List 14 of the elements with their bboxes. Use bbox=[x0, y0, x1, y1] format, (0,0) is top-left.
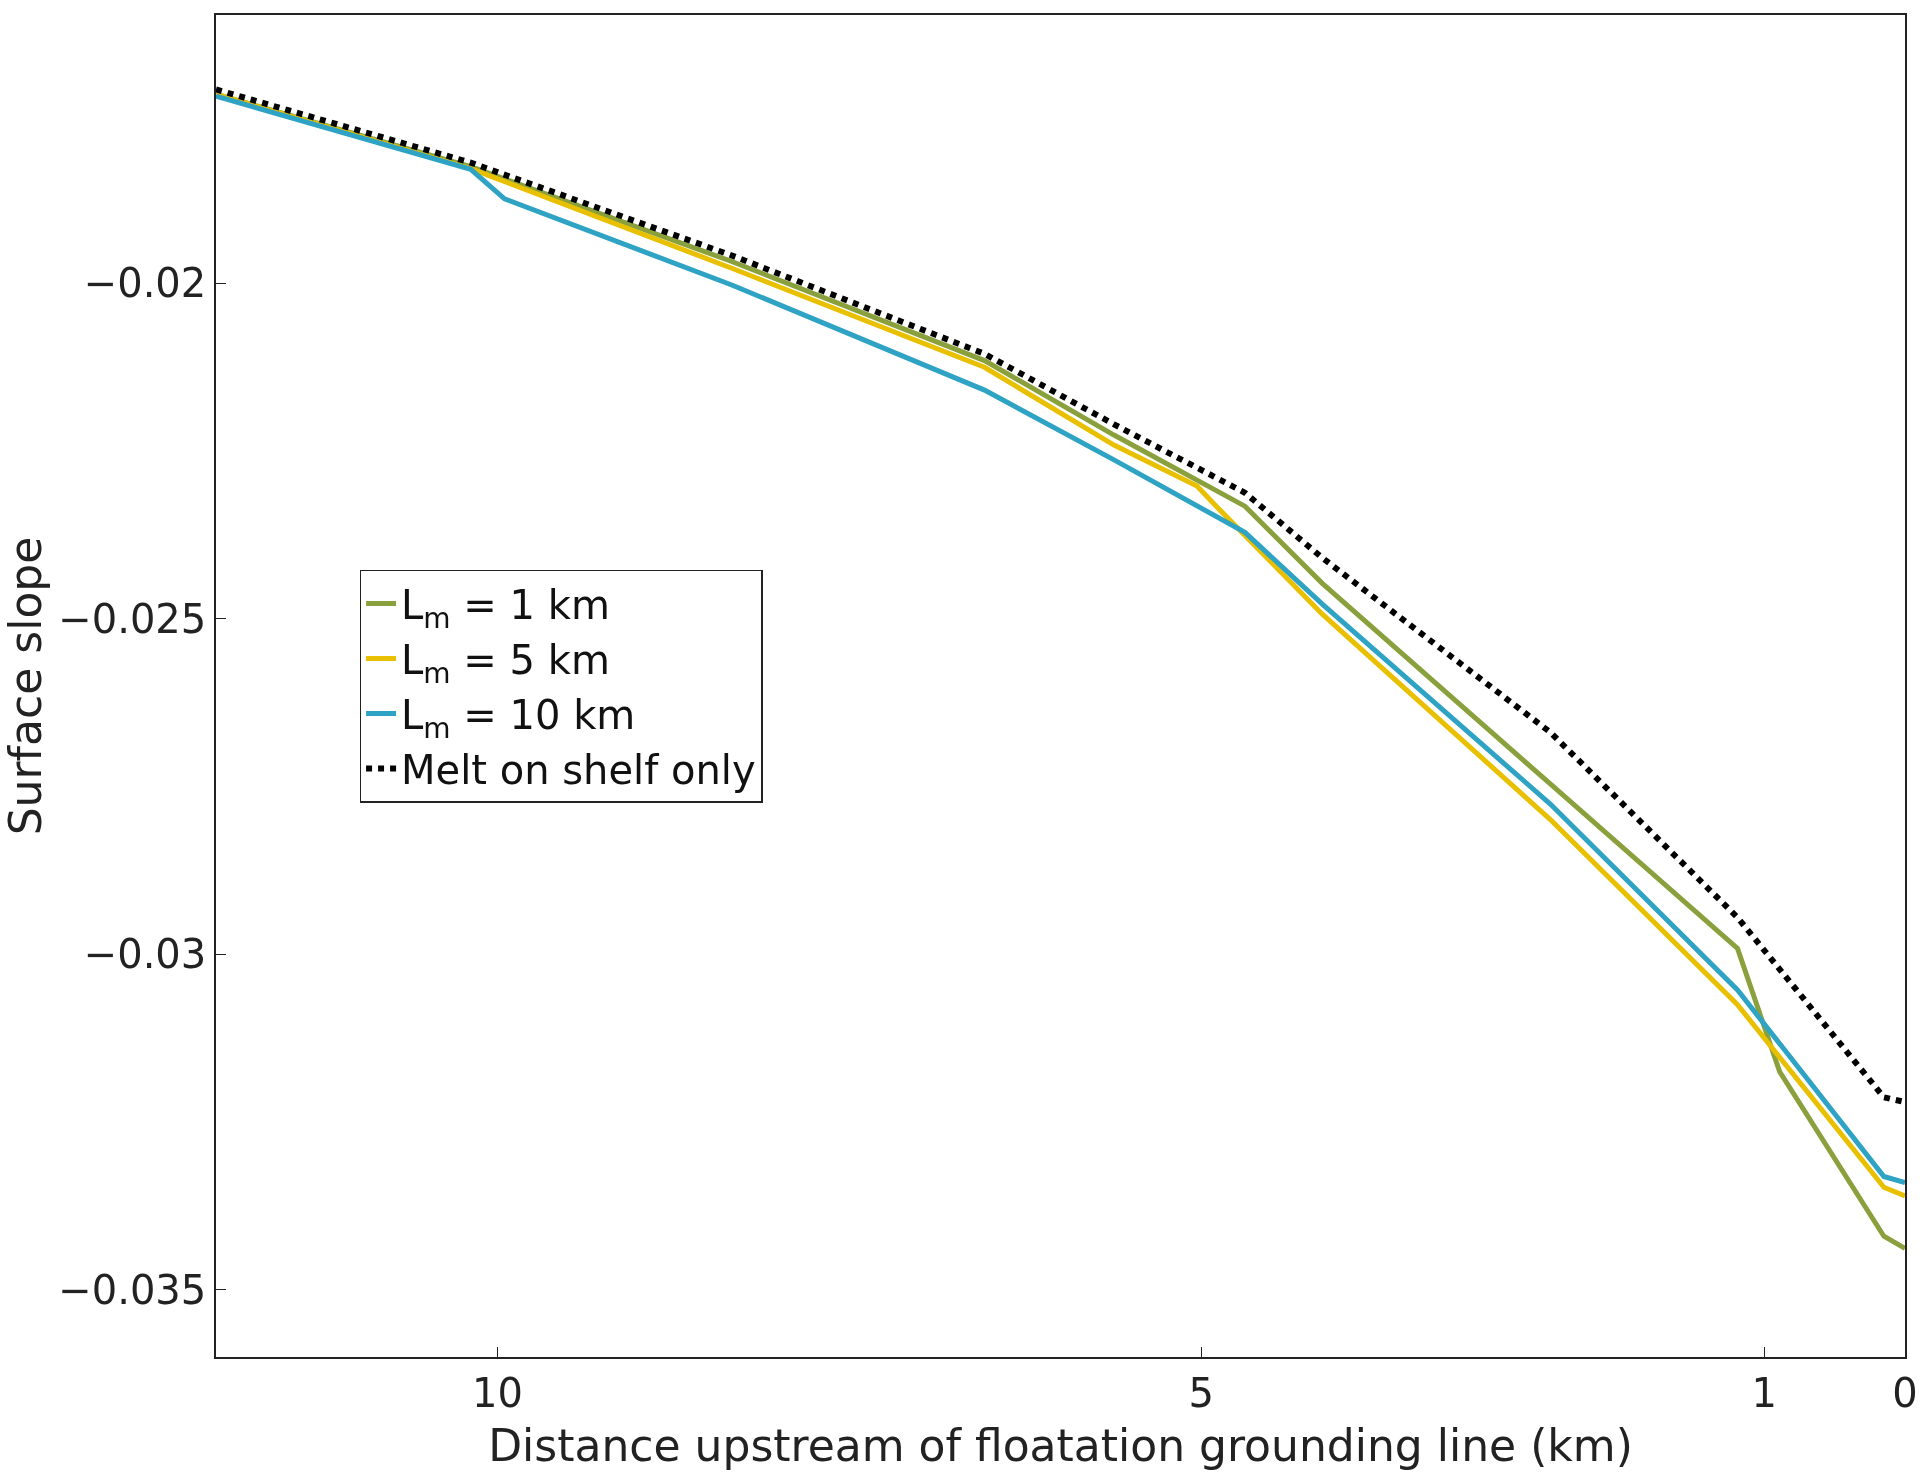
x-tick-label: 10 bbox=[472, 1369, 523, 1416]
legend-label: L$_{m}$ = 1 km bbox=[401, 582, 610, 635]
x-tick-label: 0 bbox=[1892, 1369, 1918, 1416]
x-axis-title: Distance upstream of floatation grounding line (km) bbox=[488, 1419, 1633, 1471]
y-tick-label: −0.03 bbox=[83, 931, 207, 978]
legend-label: Melt on shelf only bbox=[401, 747, 756, 794]
y-tick-label: −0.035 bbox=[58, 1266, 207, 1313]
x-tick-label: 1 bbox=[1751, 1369, 1777, 1416]
legend-label: L$_{m}$ = 5 km bbox=[401, 637, 610, 690]
y-axis-title: Surface slope bbox=[0, 536, 51, 836]
legend-label: L$_{m}$ = 10 km bbox=[401, 692, 636, 745]
y-tick-label: −0.02 bbox=[83, 260, 207, 307]
y-tick-label: −0.025 bbox=[58, 595, 207, 642]
x-tick-label: 5 bbox=[1188, 1369, 1214, 1416]
